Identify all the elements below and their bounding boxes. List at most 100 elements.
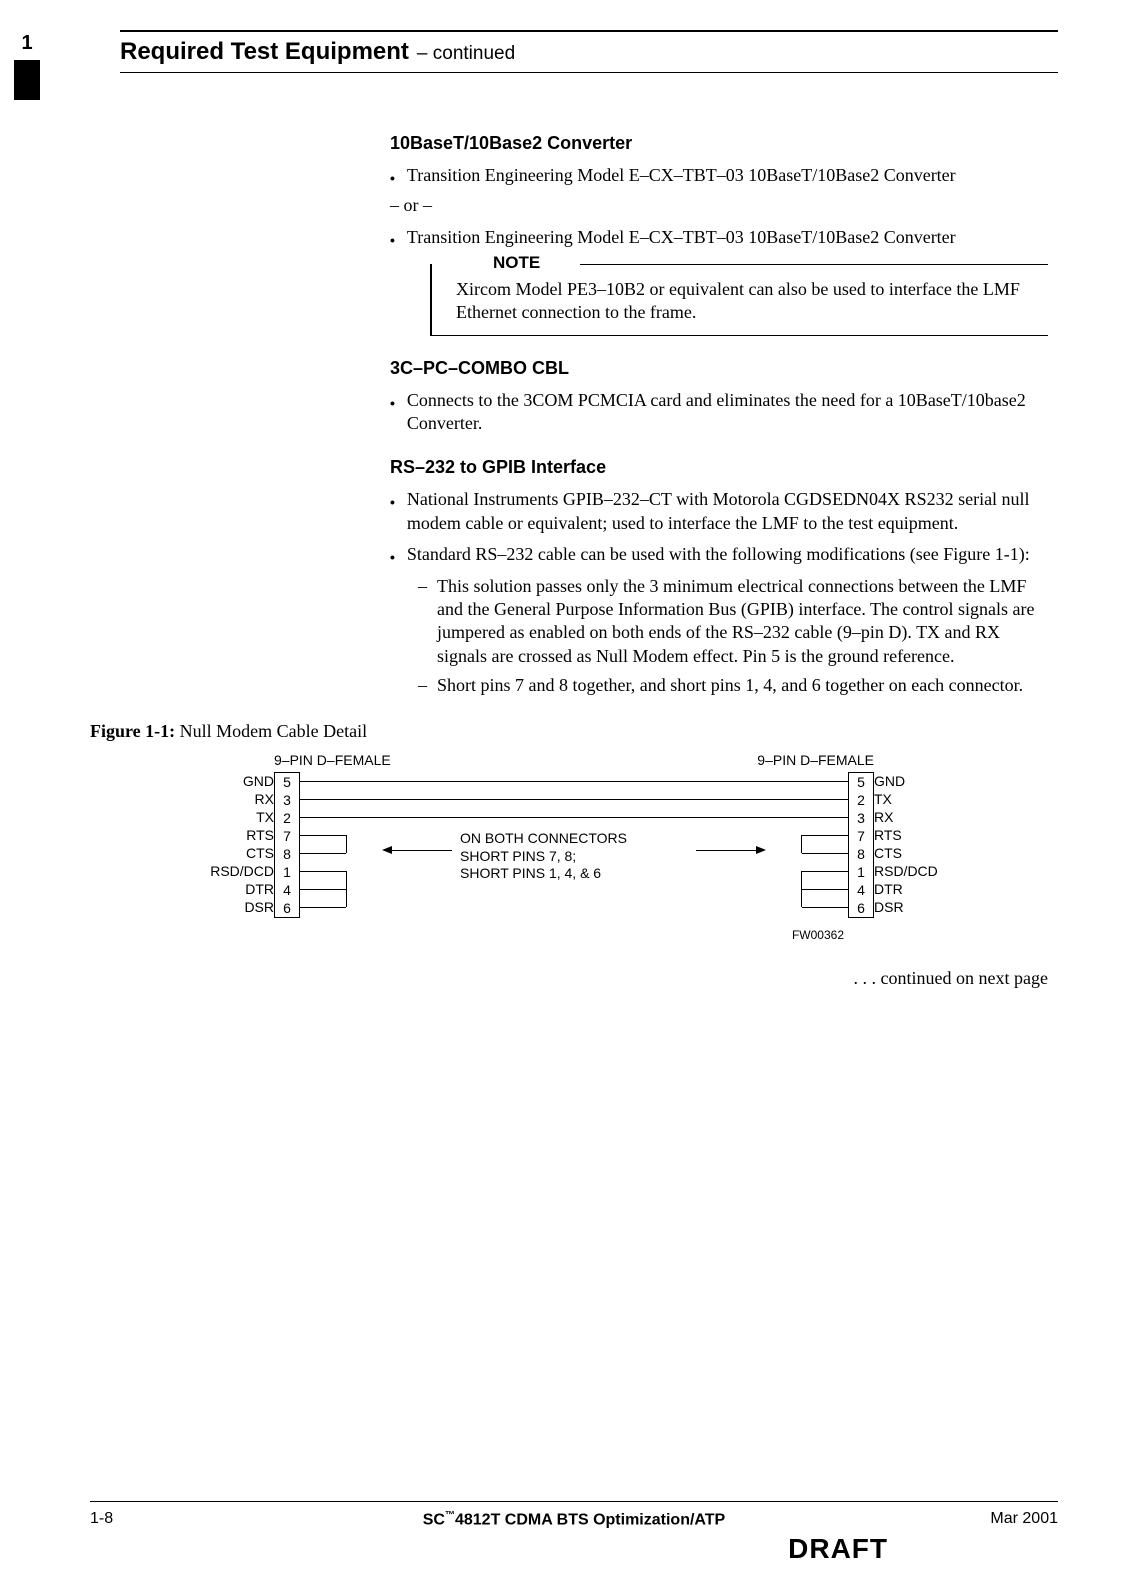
heading-10baset: 10BaseT/10Base2 Converter <box>390 133 1048 154</box>
left-signal-column: GND RX TX RTS CTS RSD/DCD DTR DSR <box>194 772 274 916</box>
arrow-right-icon <box>756 846 766 854</box>
wire-area: ON BOTH CONNECTORS SHORT PINS 7, 8; SHOR… <box>300 772 848 916</box>
connector-title-right: 9–PIN D–FEMALE <box>757 752 874 768</box>
signal-label: CTS <box>194 844 274 862</box>
wire-line <box>300 799 848 800</box>
arrow-stem <box>392 850 452 851</box>
bullet-dot-icon: • <box>390 493 395 535</box>
short-line <box>802 889 848 890</box>
figure-number: Figure 1-1: <box>90 721 175 741</box>
pin-number: 2 <box>849 791 873 809</box>
dash-icon: – <box>418 674 427 697</box>
short-jumper <box>346 871 347 907</box>
footer-date: Mar 2001 <box>938 1510 1058 1528</box>
bullet-text: Connects to the 3COM PCMCIA card and eli… <box>407 389 1048 436</box>
pin-number: 1 <box>275 863 299 881</box>
signal-label: RTS <box>874 826 954 844</box>
short-jumper <box>801 871 802 907</box>
bullet-dot-icon: • <box>390 394 395 436</box>
bullet-text: Standard RS–232 cable can be used with t… <box>407 543 1030 566</box>
pin-number: 4 <box>275 881 299 899</box>
bullet-dot-icon: • <box>390 169 395 187</box>
bullet-text: Transition Engineering Model E–CX–TBT–03… <box>407 226 956 249</box>
short-line <box>802 853 848 854</box>
short-jumper <box>801 835 802 853</box>
bullet-item: • Transition Engineering Model E–CX–TBT–… <box>390 226 1048 249</box>
short-line <box>300 871 346 872</box>
page-footer: 1-8 SC™4812T CDMA BTS Optimization/ATP M… <box>90 1501 1058 1529</box>
note-rule <box>580 264 1048 265</box>
bullet-dot-icon: • <box>390 548 395 566</box>
sub-bullet-item: – Short pins 7 and 8 together, and short… <box>418 674 1048 697</box>
pin-number: 2 <box>275 809 299 827</box>
sub-bullet-item: – This solution passes only the 3 minimu… <box>418 575 1048 669</box>
header-underline <box>120 72 1058 73</box>
note-label: NOTE <box>485 253 548 273</box>
pin-number: 7 <box>849 827 873 845</box>
right-pin-box: 5 2 3 7 8 1 4 6 <box>848 772 874 918</box>
diagram-note-line: ON BOTH CONNECTORS <box>460 830 627 848</box>
short-line <box>802 871 848 872</box>
page-number: 1-8 <box>90 1510 210 1528</box>
signal-label: RX <box>194 790 274 808</box>
trademark-icon: ™ <box>445 1510 455 1521</box>
signal-label: CTS <box>874 844 954 862</box>
diagram-note-line: SHORT PINS 1, 4, & 6 <box>460 865 627 883</box>
bullet-text: National Instruments GPIB–232–CT with Mo… <box>407 488 1048 535</box>
bullet-text: Transition Engineering Model E–CX–TBT–03… <box>407 164 956 187</box>
signal-label: TX <box>194 808 274 826</box>
short-line <box>300 907 346 908</box>
pin-number: 8 <box>275 845 299 863</box>
signal-label: RSD/DCD <box>194 862 274 880</box>
figure-caption: Figure 1-1: Null Modem Cable Detail <box>90 721 1058 742</box>
diagram-note-line: SHORT PINS 7, 8; <box>460 848 627 866</box>
page-title-continued: – continued <box>417 43 515 65</box>
signal-label: GND <box>194 772 274 790</box>
sub-bullet-text: Short pins 7 and 8 together, and short p… <box>437 674 1023 697</box>
pin-number: 6 <box>849 899 873 917</box>
signal-label: TX <box>874 790 954 808</box>
left-pin-box: 5 3 2 7 8 1 4 6 <box>274 772 300 918</box>
pin-number: 3 <box>275 791 299 809</box>
page-title: Required Test Equipment <box>120 38 409 66</box>
short-line <box>802 835 848 836</box>
signal-label: RTS <box>194 826 274 844</box>
diagram-note: ON BOTH CONNECTORS SHORT PINS 7, 8; SHOR… <box>460 830 627 883</box>
bullet-item: • Transition Engineering Model E–CX–TBT–… <box>390 164 1048 187</box>
right-signal-column: GND TX RX RTS CTS RSD/DCD DTR DSR <box>874 772 954 916</box>
heading-rs232: RS–232 to GPIB Interface <box>390 457 1048 478</box>
top-divider <box>120 30 1058 32</box>
note-box: NOTE Xircom Model PE3–10B2 or equivalent… <box>430 264 1048 336</box>
sub-bullet-text: This solution passes only the 3 minimum … <box>437 575 1048 669</box>
chapter-side-marker <box>14 60 40 100</box>
pin-number: 4 <box>849 881 873 899</box>
signal-label: DTR <box>194 880 274 898</box>
bullet-item: • Connects to the 3COM PCMCIA card and e… <box>390 389 1048 436</box>
connector-title-left: 9–PIN D–FEMALE <box>274 752 391 768</box>
wire-line <box>300 817 848 818</box>
figure-title: Null Modem Cable Detail <box>175 721 367 741</box>
pin-number: 7 <box>275 827 299 845</box>
chapter-number: 1 <box>14 32 40 55</box>
short-line <box>300 853 346 854</box>
short-line <box>300 889 346 890</box>
figure-fw-id: FW00362 <box>792 928 844 942</box>
pin-number: 3 <box>849 809 873 827</box>
footer-title-post: 4812T CDMA BTS Optimization/ATP <box>455 1511 725 1528</box>
bullet-item: • Standard RS–232 cable can be used with… <box>390 543 1048 566</box>
signal-label: RX <box>874 808 954 826</box>
signal-label: DSR <box>874 898 954 916</box>
draft-watermark: DRAFT <box>788 1533 888 1565</box>
short-jumper <box>346 835 347 853</box>
signal-label: DTR <box>874 880 954 898</box>
pin-number: 5 <box>275 773 299 791</box>
dash-icon: – <box>418 575 427 669</box>
or-separator: – or – <box>390 195 1048 216</box>
signal-label: RSD/DCD <box>874 862 954 880</box>
heading-combo-cbl: 3C–PC–COMBO CBL <box>390 358 1048 379</box>
continued-text: . . . continued on next page <box>90 968 1048 989</box>
footer-title: SC™4812T CDMA BTS Optimization/ATP <box>210 1510 938 1529</box>
short-line <box>802 907 848 908</box>
pin-number: 1 <box>849 863 873 881</box>
arrow-left-icon <box>382 846 392 854</box>
